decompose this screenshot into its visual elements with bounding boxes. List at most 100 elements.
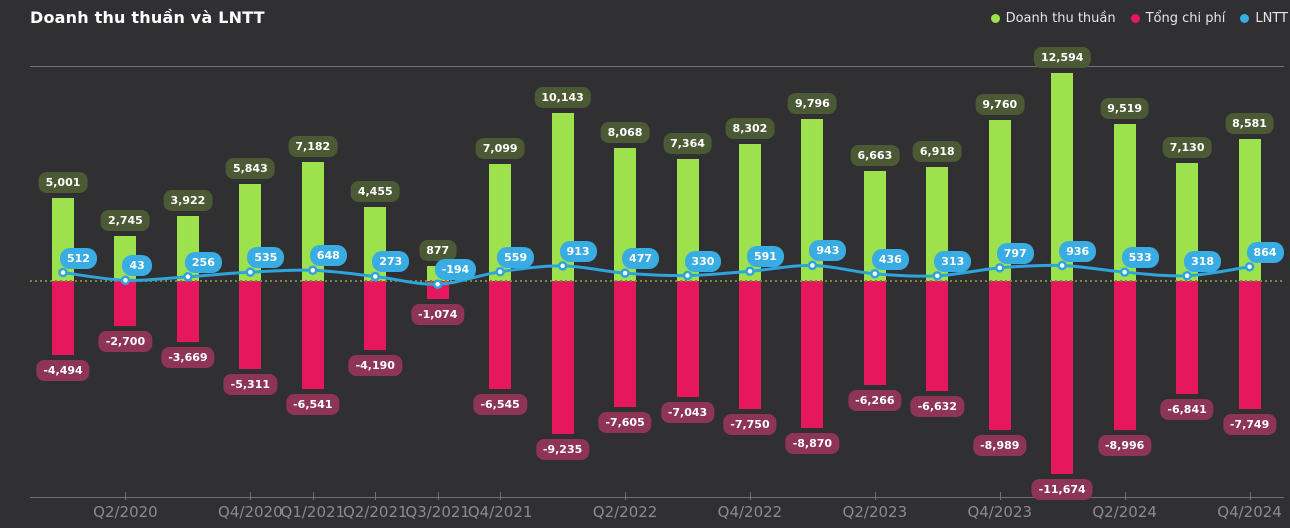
x-axis-label: Q4/2020 — [218, 503, 283, 521]
cost-bar — [801, 281, 824, 428]
cost-bar — [426, 281, 449, 299]
x-axis-label: Q2/2021 — [342, 503, 408, 521]
page-title: Doanh thu thuần và LNTT — [30, 8, 265, 27]
legend-item-1[interactable]: Tổng chi phí — [1130, 11, 1226, 26]
x-axis-tick — [625, 492, 627, 500]
x-axis-label: Q4/2021 — [467, 503, 533, 521]
x-axis-label: Q1/2021 — [280, 503, 346, 521]
cost-bar — [1176, 281, 1199, 395]
legend-label: Doanh thu thuần — [1005, 11, 1116, 26]
x-axis-tick — [250, 492, 252, 500]
cost-value-label: -8,989 — [973, 434, 1027, 456]
x-axis-label: Q2/2024 — [1092, 503, 1157, 521]
cost-bar — [738, 281, 761, 410]
x-axis-tick — [749, 492, 751, 500]
x-axis-label: Q4/2024 — [1217, 503, 1282, 521]
cost-value-label: -6,545 — [473, 394, 527, 416]
lntt-value-label: 313 — [934, 250, 972, 272]
lntt-value-label: 591 — [746, 246, 784, 268]
cost-value-label: -6,841 — [1160, 399, 1214, 421]
x-axis-tick — [437, 492, 439, 500]
legend-dot-icon — [1240, 14, 1250, 23]
lntt-value-label: 330 — [684, 250, 722, 272]
lntt-value-label: -194 — [434, 259, 477, 281]
cost-bar — [176, 281, 199, 342]
cost-bar — [926, 281, 949, 391]
x-axis-tick — [500, 492, 502, 500]
revenue-value-label: 9,796 — [787, 92, 837, 114]
lntt-value-label: 43 — [122, 255, 152, 277]
legend: Doanh thu thuần Tổng chi phí LNTT — [990, 11, 1288, 26]
cost-value-label: -9,235 — [535, 438, 590, 460]
revenue-value-label: 5,001 — [38, 172, 88, 194]
revenue-bar — [52, 198, 74, 281]
revenue-value-label: 7,364 — [663, 133, 712, 155]
revenue-bar — [1113, 123, 1136, 281]
lntt-value-label: 436 — [871, 248, 909, 270]
cost-value-label: -6,266 — [848, 389, 902, 411]
revenue-bar — [1051, 72, 1074, 281]
legend-label: Tổng chi phí — [1145, 11, 1226, 26]
revenue-value-label: 877 — [419, 240, 457, 262]
lntt-value-label: 512 — [60, 247, 97, 269]
zero-baseline — [30, 280, 1284, 282]
cost-bar — [1051, 281, 1074, 475]
revenue-value-label: 9,760 — [975, 93, 1025, 115]
cost-value-label: -6,541 — [286, 394, 340, 416]
cost-value-label: -7,749 — [1222, 414, 1277, 436]
x-axis-label: Q3/2021 — [405, 503, 470, 521]
legend-label: LNTT — [1255, 11, 1288, 26]
legend-dot-icon — [990, 14, 1000, 23]
revenue-bar — [988, 119, 1011, 281]
revenue-value-label: 9,519 — [1100, 97, 1150, 119]
cost-bar — [52, 281, 74, 356]
revenue-value-label: 8,068 — [600, 121, 650, 143]
gridline-top — [30, 66, 1284, 67]
lntt-value-label: 648 — [309, 245, 347, 267]
revenue-value-label: 8,581 — [1225, 113, 1274, 135]
x-axis-tick — [375, 492, 377, 500]
cost-bar — [239, 281, 262, 369]
revenue-value-label: 3,922 — [163, 190, 213, 212]
cost-value-label: -7,043 — [660, 402, 715, 424]
cost-value-label: -8,996 — [1097, 434, 1152, 456]
revenue-bar — [614, 147, 637, 281]
cost-value-label: -11,674 — [1031, 479, 1093, 501]
cost-value-label: -6,632 — [910, 395, 964, 417]
x-axis-tick — [999, 492, 1001, 500]
cost-bar — [489, 281, 512, 390]
lntt-value-label: 477 — [622, 248, 660, 270]
revenue-value-label: 4,455 — [350, 181, 400, 203]
cost-bar — [364, 281, 387, 351]
revenue-value-label: 7,130 — [1162, 137, 1212, 159]
cost-bar — [988, 281, 1011, 430]
revenue-value-label: 7,182 — [288, 136, 338, 158]
x-axis-tick — [312, 492, 314, 500]
revenue-value-label: 6,663 — [850, 144, 900, 166]
revenue-value-label: 12,594 — [1033, 46, 1091, 68]
revenue-bar — [551, 113, 574, 281]
lntt-value-label: 864 — [1246, 241, 1284, 263]
revenue-value-label: 7,099 — [475, 137, 525, 159]
lntt-value-label: 535 — [247, 247, 285, 269]
legend-item-2[interactable]: LNTT — [1240, 11, 1288, 26]
lntt-value-label: 936 — [1059, 240, 1097, 262]
lntt-value-label: 943 — [809, 240, 847, 262]
revenue-value-label: 6,918 — [912, 140, 962, 162]
legend-dot-icon — [1130, 14, 1140, 23]
x-axis-label: Q2/2023 — [842, 503, 908, 521]
lntt-value-label: 913 — [559, 240, 597, 262]
cost-bar — [1113, 281, 1136, 430]
cost-value-label: -1,074 — [411, 303, 465, 325]
cost-bar — [676, 281, 699, 398]
legend-item-0[interactable]: Doanh thu thuần — [990, 11, 1116, 26]
cost-value-label: -2,700 — [98, 330, 153, 352]
cost-bar — [863, 281, 886, 385]
cost-value-label: -4,494 — [36, 360, 90, 382]
x-axis-line — [30, 497, 1284, 498]
x-axis-tick — [1249, 492, 1251, 500]
x-axis-label: Q4/2022 — [717, 503, 783, 521]
lntt-value-label: 273 — [372, 251, 410, 273]
